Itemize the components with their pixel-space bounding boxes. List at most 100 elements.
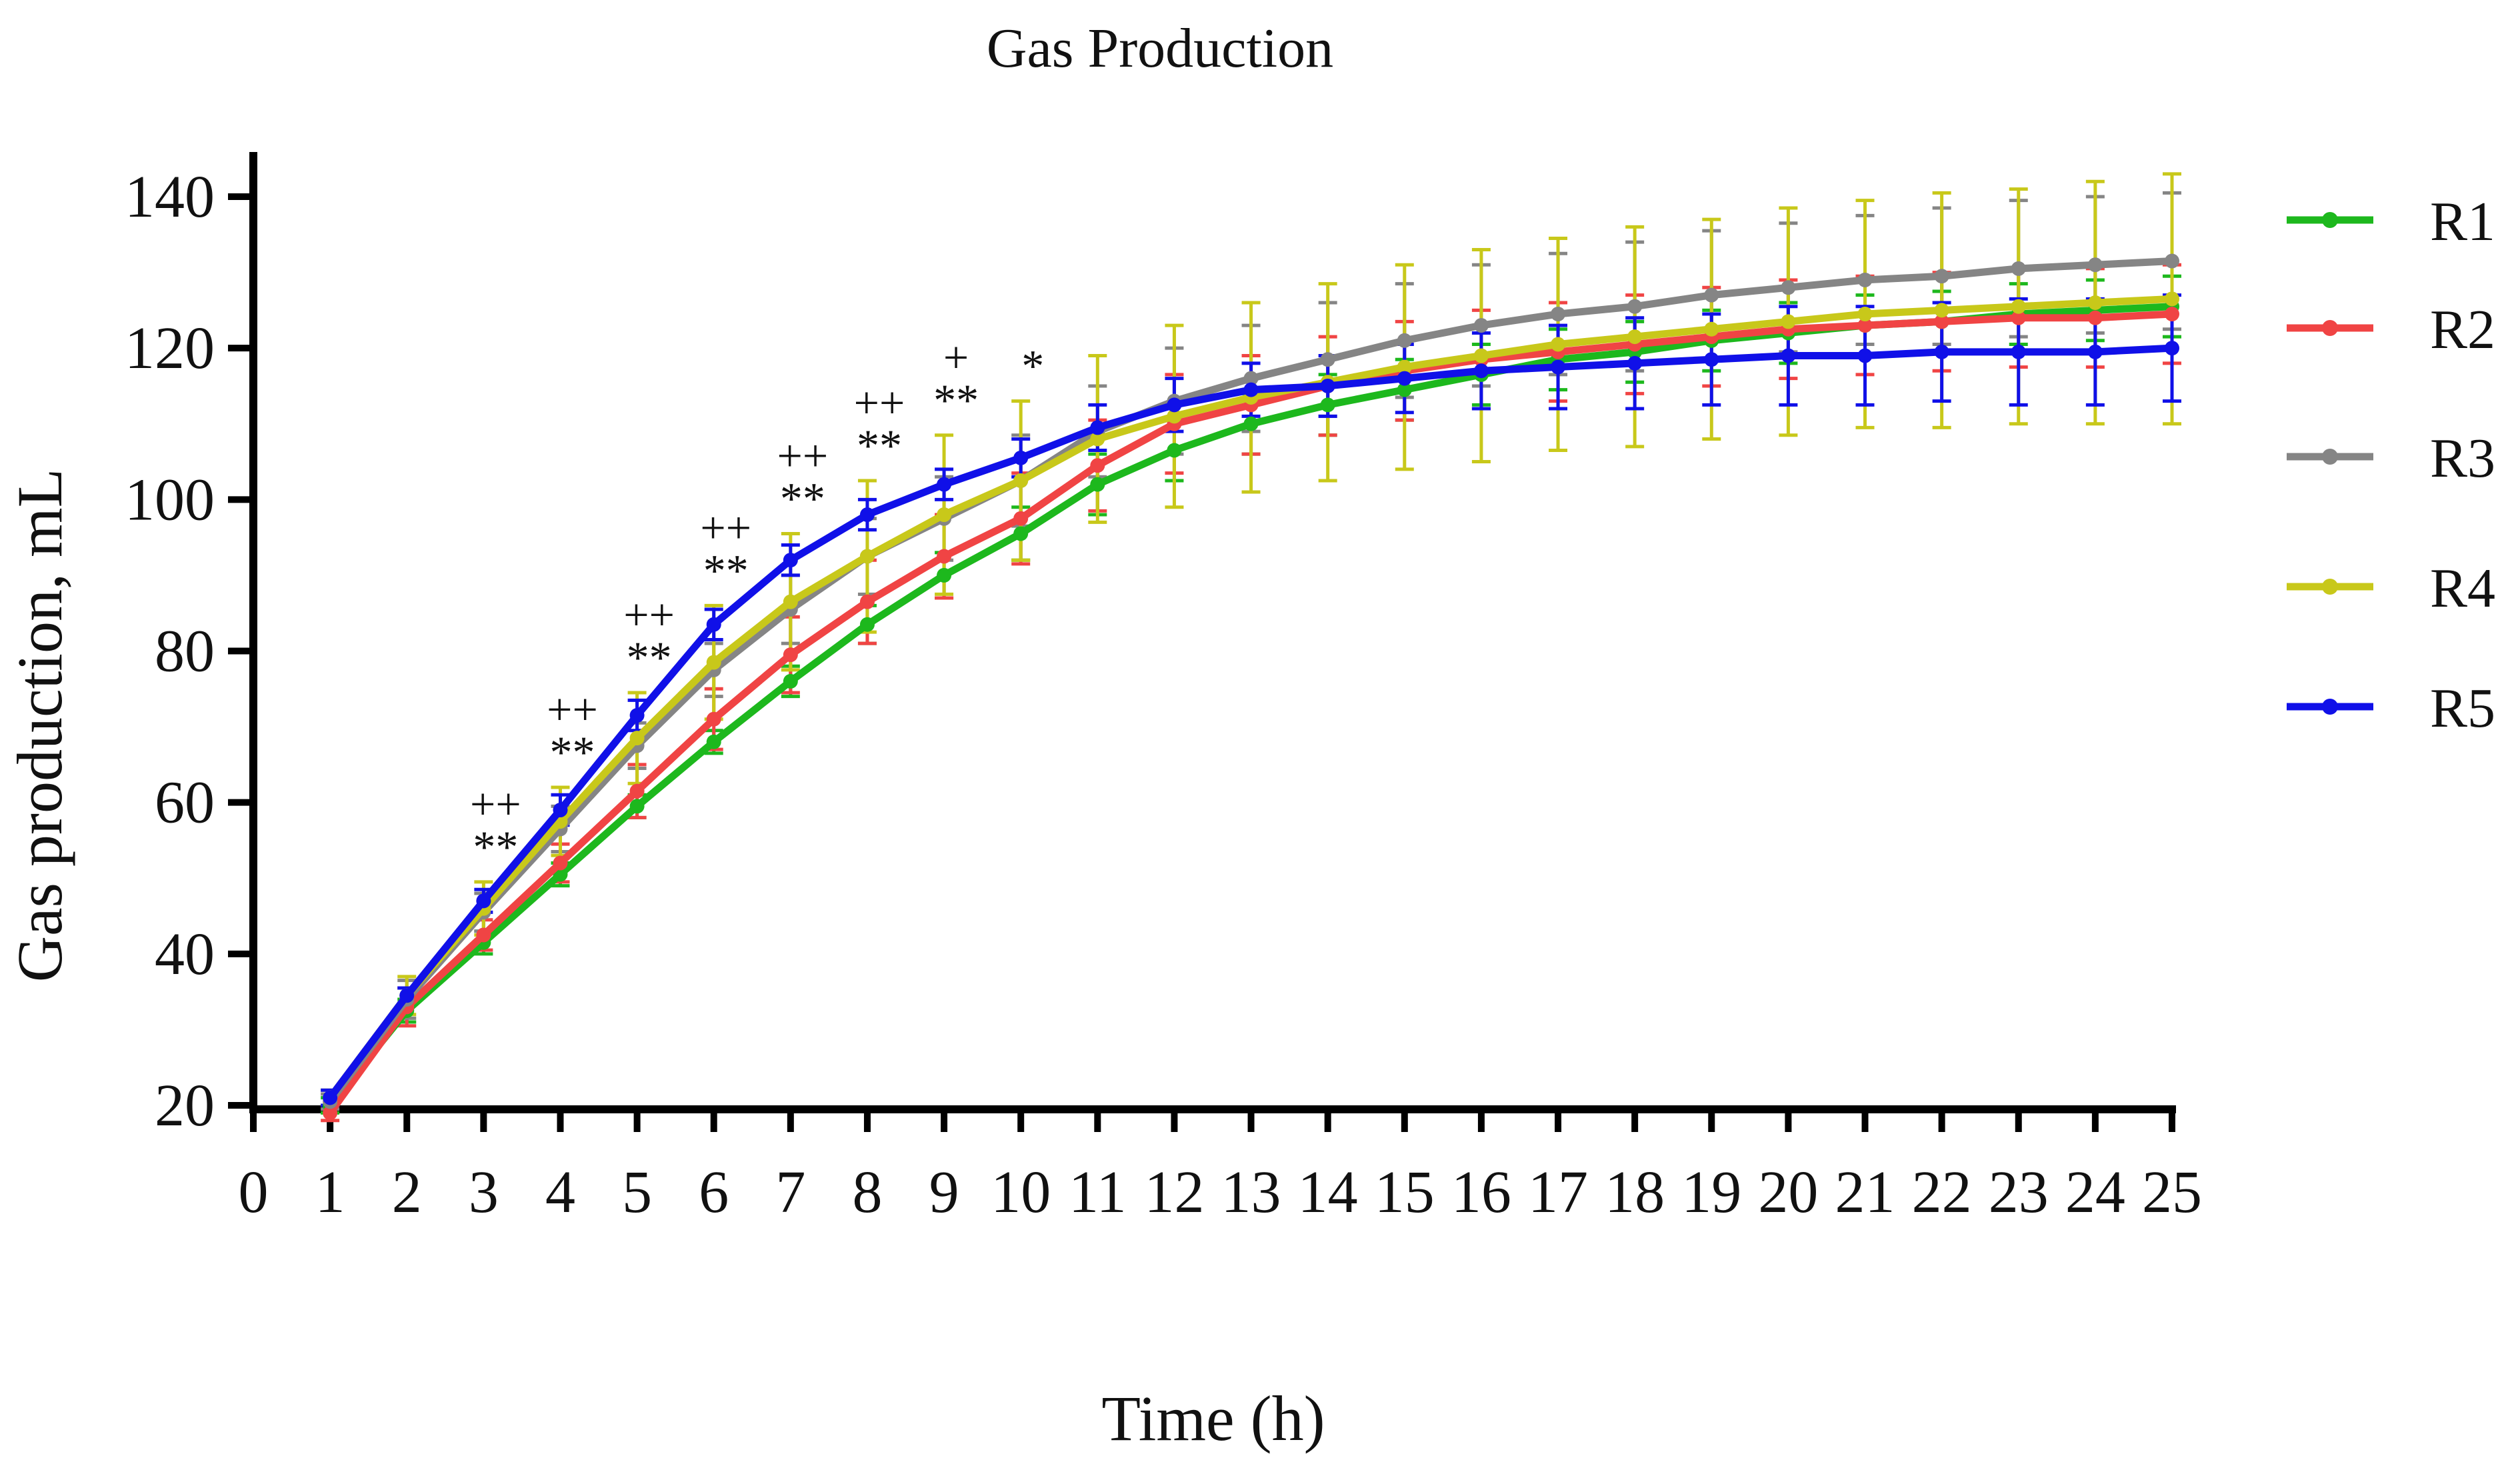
- significance-mark: **: [627, 632, 672, 683]
- data-point-r5: [2087, 344, 2103, 359]
- data-point-r3: [2087, 257, 2103, 273]
- data-point-r3: [1704, 287, 1719, 303]
- x-tick-label: 23: [1989, 1159, 2049, 1225]
- data-point-r4: [1167, 409, 1182, 424]
- x-tick-label: 12: [1144, 1159, 1204, 1225]
- data-point-r3: [1320, 352, 1335, 367]
- data-point-r5: [2011, 344, 2026, 359]
- significance-mark: **: [703, 545, 749, 595]
- x-tick-label: 13: [1221, 1159, 1281, 1225]
- data-point-r1: [1320, 397, 1335, 413]
- data-point-r4: [1781, 314, 1796, 329]
- significance-mark: **: [933, 375, 979, 425]
- legend-label-r1: R1: [2430, 191, 2495, 253]
- x-tick-label: 6: [699, 1159, 729, 1225]
- x-tick-label: 7: [775, 1159, 805, 1225]
- data-point-r2: [629, 783, 645, 799]
- y-tick-label: 80: [155, 619, 215, 685]
- legend-marker-r2: [2322, 320, 2338, 336]
- data-point-r2: [937, 549, 952, 564]
- data-point-r4: [1857, 307, 1873, 322]
- data-point-r2: [1013, 511, 1029, 526]
- data-point-r5: [1013, 450, 1029, 465]
- data-point-r5: [1473, 363, 1489, 379]
- data-point-r4: [1704, 321, 1719, 337]
- significance-mark: **: [857, 420, 902, 471]
- x-tick-label: 20: [1758, 1159, 1818, 1225]
- x-tick-label: 8: [852, 1159, 882, 1225]
- data-point-r5: [476, 893, 491, 909]
- data-point-r2: [1934, 314, 1949, 329]
- legend-label-r5: R5: [2430, 677, 2495, 739]
- data-point-r3: [1934, 269, 1949, 284]
- x-tick-label: 18: [1605, 1159, 1665, 1225]
- significance-mark: ++: [700, 502, 751, 553]
- data-point-r3: [1473, 318, 1489, 333]
- data-point-r1: [629, 799, 645, 814]
- data-point-r4: [859, 549, 875, 564]
- x-tick-label: 25: [2142, 1159, 2202, 1225]
- x-tick-label: 10: [991, 1159, 1051, 1225]
- x-tick-label: 17: [1528, 1159, 1588, 1225]
- data-point-r5: [1934, 344, 1949, 359]
- legend-marker-r3: [2322, 449, 2338, 465]
- data-point-r4: [1934, 303, 1949, 318]
- data-point-r1: [859, 617, 875, 632]
- data-point-r1: [783, 673, 798, 689]
- data-point-r5: [859, 507, 875, 523]
- legend-label-r4: R4: [2430, 557, 2495, 619]
- data-point-r2: [859, 594, 875, 609]
- data-point-r1: [1013, 526, 1029, 541]
- data-point-r5: [1627, 355, 1643, 371]
- data-point-r4: [1473, 348, 1489, 363]
- data-point-r4: [1090, 431, 1105, 447]
- data-point-r3: [1857, 272, 1873, 287]
- significance-mark: ++: [854, 377, 905, 428]
- data-point-r3: [1551, 307, 1566, 322]
- data-point-r1: [1243, 416, 1259, 431]
- legend-marker-r5: [2322, 699, 2338, 715]
- data-point-r5: [1320, 378, 1335, 393]
- x-tick-label: 5: [622, 1159, 652, 1225]
- data-point-r4: [2087, 295, 2103, 311]
- data-point-r1: [1167, 443, 1182, 458]
- significance-mark: **: [473, 821, 518, 872]
- y-tick-label: 120: [125, 315, 215, 381]
- data-point-r2: [323, 1105, 338, 1121]
- data-point-r5: [629, 708, 645, 723]
- data-point-r2: [553, 855, 568, 871]
- data-point-r3: [1243, 371, 1259, 386]
- data-point-r3: [2165, 253, 2179, 269]
- x-tick-label: 22: [1912, 1159, 1972, 1225]
- significance-mark: ++: [470, 779, 521, 829]
- data-point-r1: [1397, 382, 1412, 397]
- data-point-r5: [1167, 397, 1182, 413]
- x-tick-label: 14: [1298, 1159, 1358, 1225]
- significance-mark: ++: [547, 684, 598, 735]
- data-point-r5: [1397, 371, 1412, 386]
- data-point-r2: [476, 927, 491, 943]
- y-tick-label: 20: [155, 1073, 215, 1139]
- x-tick-label: 0: [239, 1159, 269, 1225]
- data-point-r1: [706, 734, 721, 749]
- data-point-r2: [1857, 318, 1873, 333]
- significance-mark: **: [780, 473, 825, 523]
- data-point-r2: [706, 711, 721, 727]
- significance-mark: ++: [623, 589, 675, 640]
- chart-title: Gas Production: [987, 17, 1333, 79]
- data-point-r5: [783, 553, 798, 568]
- x-tick-label: 2: [392, 1159, 422, 1225]
- data-point-r2: [2011, 310, 2026, 325]
- data-point-r5: [323, 1090, 338, 1105]
- y-tick-label: 40: [155, 921, 215, 987]
- legend-marker-r1: [2322, 212, 2338, 228]
- x-tick-label: 9: [929, 1159, 959, 1225]
- data-point-r4: [629, 731, 645, 746]
- data-point-r4: [783, 594, 798, 609]
- data-point-r4: [2011, 299, 2026, 314]
- x-axis-label: Time (h): [1101, 1383, 1325, 1454]
- y-tick-label: 140: [125, 164, 215, 230]
- data-point-r5: [2165, 341, 2179, 356]
